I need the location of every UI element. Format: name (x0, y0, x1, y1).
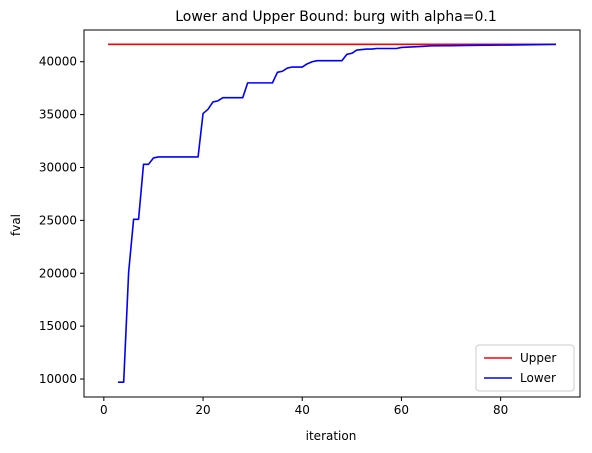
y-tick-label: 40000 (39, 55, 77, 69)
y-tick-label: 20000 (39, 266, 77, 280)
series-line-lower (117, 43, 557, 383)
x-axis-label: iteration (306, 429, 357, 443)
chart-title: Lower and Upper Bound: burg with alpha=0… (175, 9, 497, 25)
y-tick-label: 15000 (39, 319, 77, 333)
y-tick-label: 10000 (39, 372, 77, 386)
legend-label-lower: Lower (520, 371, 556, 385)
legend-label-upper: Upper (520, 351, 556, 365)
x-axis: 0 20 40 60 80 (100, 397, 508, 417)
y-axis-label: fval (9, 214, 23, 236)
legend: Upper Lower (475, 344, 575, 392)
y-tick-label: 35000 (39, 108, 77, 122)
y-axis: 10000 15000 20000 25000 30000 35000 40000 (39, 55, 84, 386)
y-tick-label: 25000 (39, 213, 77, 227)
x-tick-label: 80 (493, 403, 508, 417)
y-tick-label: 30000 (39, 160, 77, 174)
plot-frame (83, 29, 581, 398)
x-tick-label: 20 (195, 403, 210, 417)
x-tick-label: 40 (295, 403, 310, 417)
x-tick-label: 0 (100, 403, 108, 417)
plot-area (108, 43, 557, 383)
x-tick-label: 60 (394, 403, 409, 417)
legend-box (475, 344, 575, 392)
